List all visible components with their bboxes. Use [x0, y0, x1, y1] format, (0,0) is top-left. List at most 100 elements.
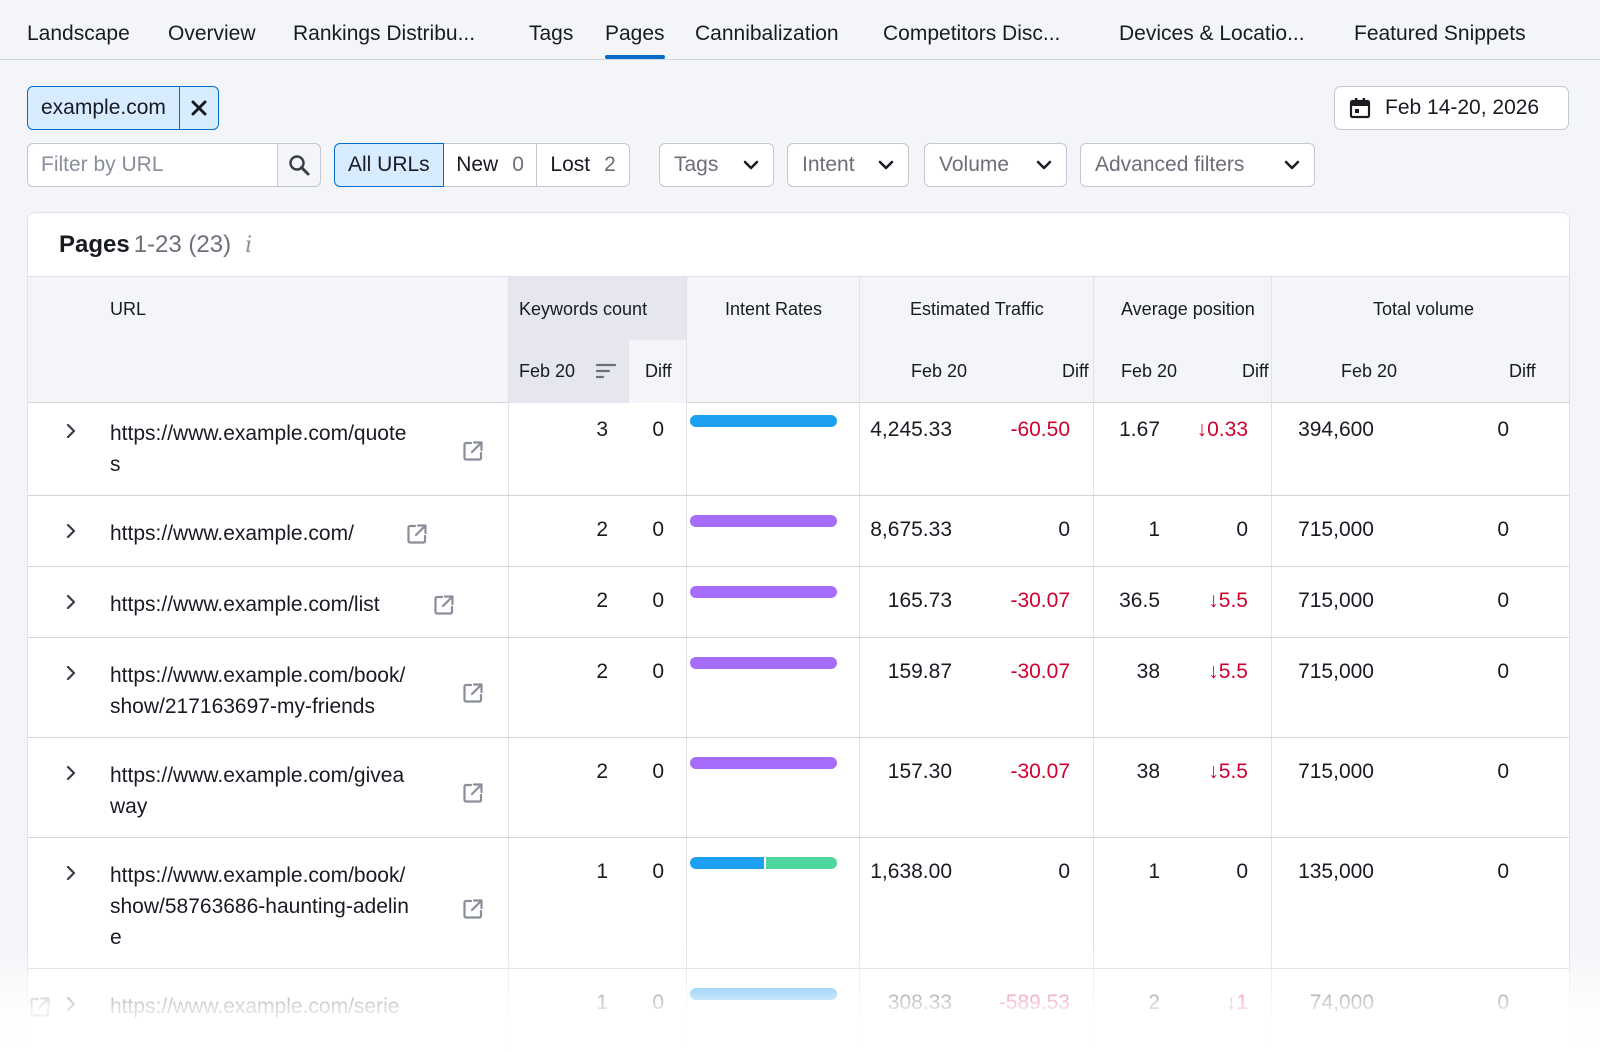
total-volume-diff: 0: [1497, 991, 1509, 1014]
tab-rankings-distribution[interactable]: Rankings Distribu...: [293, 22, 476, 45]
url-filter-segments: All URLs New 0 Lost 2: [334, 143, 630, 187]
estimated-traffic-value: 1,638.00: [870, 860, 952, 883]
intent-dropdown[interactable]: Intent: [787, 143, 909, 187]
header-volume-diff[interactable]: Diff: [1509, 361, 1536, 381]
tab-pages[interactable]: Pages: [605, 22, 665, 59]
estimated-traffic-value: 8,675.33: [870, 518, 952, 541]
external-link-icon[interactable]: [432, 593, 456, 617]
header-traffic-date[interactable]: Feb 20: [911, 361, 968, 381]
estimated-traffic-diff: -30.07: [1010, 589, 1070, 612]
header-estimated-traffic[interactable]: Estimated Traffic: [910, 299, 1044, 319]
header-position-date[interactable]: Feb 20: [1121, 361, 1178, 381]
volume-dropdown-label: Volume: [939, 153, 1010, 176]
date-range-button[interactable]: Feb 14-20, 2026: [1334, 86, 1569, 130]
page-url-link[interactable]: https://www.example.com/book/show/587636…: [110, 860, 409, 953]
estimated-traffic-diff: 0: [1058, 518, 1070, 541]
page-url-link[interactable]: https://www.example.com/list: [110, 589, 380, 620]
header-total-volume[interactable]: Total volume: [1373, 299, 1475, 319]
average-position-value: 1.67: [1119, 418, 1160, 441]
keywords-count-value: 2: [596, 589, 608, 612]
header-url[interactable]: URL: [110, 299, 147, 319]
segment-all-urls[interactable]: All URLs: [334, 143, 444, 187]
page-url-line: https://www.example.com/serie: [110, 995, 400, 1018]
column-divider: [686, 276, 687, 1051]
panel-range: 1-23 (23): [133, 231, 232, 258]
page-url-line: e: [110, 926, 122, 949]
page-url-link[interactable]: https://www.example.com/quote s: [110, 418, 406, 480]
total-volume-value: 715,000: [1298, 589, 1374, 612]
filter-url-input[interactable]: [27, 143, 277, 187]
page-url-line: https://www.example.com/givea: [110, 764, 405, 787]
page-url-link[interactable]: https://www.example.com/serie: [110, 991, 399, 1022]
total-volume-value: 715,000: [1298, 760, 1374, 783]
total-volume-diff: 0: [1497, 660, 1509, 683]
total-volume-value: 715,000: [1298, 660, 1374, 683]
page-url-link[interactable]: https://www.example.com/givea way: [110, 760, 404, 822]
info-icon[interactable]: i: [245, 233, 253, 258]
advanced-filters-dropdown[interactable]: Advanced filters: [1080, 143, 1315, 187]
panel-title-label: Pages: [59, 231, 130, 258]
expand-row-chevron-icon[interactable]: [64, 766, 78, 780]
external-link-icon[interactable]: [461, 681, 485, 705]
total-volume-diff: 0: [1497, 589, 1509, 612]
expand-row-chevron-icon[interactable]: [64, 866, 78, 880]
page-url-line: https://www.example.com/book/: [110, 664, 406, 687]
page-url-link[interactable]: https://www.example.com/book/show/217163…: [110, 660, 405, 722]
external-link-icon[interactable]: [461, 897, 485, 921]
average-position-value: 38: [1136, 660, 1160, 683]
expand-row-chevron-icon[interactable]: [64, 524, 78, 538]
external-link-icon[interactable]: [461, 781, 485, 805]
expand-row-chevron-icon[interactable]: [64, 595, 78, 609]
external-link-icon[interactable]: [28, 995, 52, 1019]
date-range-label: Feb 14-20, 2026: [1385, 96, 1540, 119]
total-volume-diff: 0: [1497, 518, 1509, 541]
external-link-icon[interactable]: [405, 522, 429, 546]
header-kw-diff[interactable]: Diff: [645, 361, 672, 381]
total-volume-value: 135,000: [1298, 860, 1374, 883]
page-url-link[interactable]: https://www.example.com/: [110, 518, 354, 549]
intent-dropdown-label: Intent: [802, 153, 855, 176]
page-url-line: https://www.example.com/list: [110, 593, 380, 616]
tab-overview[interactable]: Overview: [168, 22, 256, 45]
expand-row-chevron-icon[interactable]: [64, 997, 78, 1011]
page-url-line: s: [110, 453, 121, 476]
remove-domain-button[interactable]: [180, 87, 218, 129]
intent-rate-segment: [763, 857, 837, 869]
tab-devices-locations[interactable]: Devices & Locatio...: [1119, 22, 1305, 45]
column-divider: [859, 276, 860, 1051]
volume-dropdown[interactable]: Volume: [924, 143, 1067, 187]
column-divider: [1093, 276, 1094, 1051]
sort-desc-icon[interactable]: [596, 362, 616, 380]
header-keywords-count[interactable]: Keywords count: [519, 299, 648, 319]
expand-row-chevron-icon[interactable]: [64, 666, 78, 680]
header-average-position[interactable]: Average position: [1121, 299, 1255, 319]
average-position-diff: ↓1: [1225, 991, 1248, 1014]
header-kw-date[interactable]: Feb 20: [519, 361, 576, 381]
intent-rate-bar: [690, 415, 837, 427]
segment-lost[interactable]: Lost 2: [536, 143, 630, 187]
chevron-down-icon: [1284, 160, 1300, 170]
tab-featured-snippets[interactable]: Featured Snippets: [1354, 22, 1526, 45]
tab-cannibalization[interactable]: Cannibalization: [695, 22, 839, 45]
intent-rate-bar: [690, 757, 837, 769]
segment-all-urls-label: All URLs: [348, 153, 430, 176]
header-volume-date[interactable]: Feb 20: [1341, 361, 1398, 381]
estimated-traffic-value: 4,245.33: [870, 418, 952, 441]
search-button[interactable]: [277, 143, 321, 187]
table-row: https://www.example.com/2 0 8,675.33 0 1 0 715…: [28, 496, 1569, 567]
intent-rate-segment: [690, 757, 837, 769]
external-link-icon[interactable]: [461, 439, 485, 463]
intent-rate-bar: [690, 586, 837, 598]
header-position-diff[interactable]: Diff: [1242, 361, 1269, 381]
keywords-count-diff: 0: [652, 418, 664, 441]
tab-tags[interactable]: Tags: [529, 22, 574, 45]
segment-new[interactable]: New 0: [442, 143, 538, 187]
tab-landscape[interactable]: Landscape: [27, 22, 130, 45]
header-traffic-diff[interactable]: Diff: [1062, 361, 1089, 381]
tags-dropdown[interactable]: Tags: [659, 143, 774, 187]
segment-new-count: 0: [512, 153, 524, 176]
tab-competitors-discovery[interactable]: Competitors Disc...: [883, 22, 1061, 45]
estimated-traffic-value: 165.73: [887, 589, 952, 612]
keywords-count-value: 3: [596, 418, 608, 441]
expand-row-chevron-icon[interactable]: [64, 424, 78, 438]
